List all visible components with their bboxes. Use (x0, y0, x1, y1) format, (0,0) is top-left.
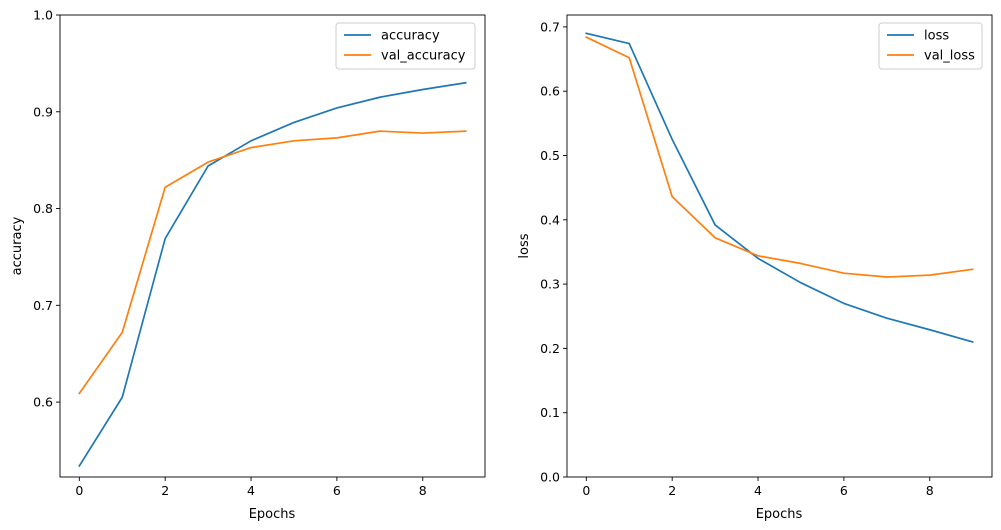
loss-chart-series-line-val_loss (585, 36, 974, 278)
accuracy-chart: Epochs accuracy 0 2 4 6 8 0.6 0.7 0.8 0.9 1.0 accu… (10, 8, 486, 522)
accuracy-chart-xtick-label: 4 (247, 483, 255, 498)
accuracy-chart-series-line-val_accuracy (78, 130, 467, 395)
loss-chart-xtick-label: 8 (926, 483, 934, 498)
accuracy-chart-ytick-label: 0.7 (33, 298, 53, 313)
accuracy-chart-series-line-accuracy (78, 81, 467, 468)
loss-chart-xtick-label: 6 (840, 483, 848, 498)
loss-chart-ytick-label: 0.6 (540, 84, 560, 99)
accuracy-chart-legend: accuracy val_accuracy (335, 22, 476, 70)
accuracy-chart-xtick-label: 8 (419, 483, 427, 498)
loss-chart: Epochs loss 0 2 4 6 8 0.0 0.1 0.2 0.3 0.4 0.5 0.6 0.… (517, 14, 993, 522)
loss-chart-xtick-label: 2 (668, 483, 676, 498)
loss-chart-ytick-label: 0.7 (540, 19, 560, 34)
accuracy-chart-ytick-label: 1.0 (33, 8, 53, 23)
loss-chart-ytick-label: 0.2 (540, 341, 560, 356)
loss-chart-ytick-label: 0.0 (540, 470, 560, 485)
loss-chart-legend: loss val_loss (878, 22, 983, 70)
loss-chart-xtick-label: 0 (582, 483, 590, 498)
accuracy-chart-ylabel: accuracy (10, 216, 25, 275)
accuracy-chart-xtick-label: 2 (161, 483, 169, 498)
loss-chart-xtick-label: 4 (754, 483, 762, 498)
loss-chart-ytick-label: 0.4 (540, 212, 560, 227)
accuracy-chart-legend-label-accuracy: accuracy (381, 29, 440, 44)
loss-chart-legend-label-val_loss: val_loss (924, 49, 975, 64)
loss-chart-axes-frame (566, 14, 993, 478)
accuracy-chart-xtick-label: 6 (333, 483, 341, 498)
accuracy-chart-ytick-label: 0.6 (33, 395, 53, 410)
loss-chart-series-line-loss (585, 32, 974, 344)
loss-chart-ytick-label: 0.3 (540, 277, 560, 292)
accuracy-chart-ytick-label: 0.9 (33, 104, 53, 119)
accuracy-chart-ytick-label: 0.8 (33, 201, 53, 216)
loss-chart-ytick-label: 0.5 (540, 148, 560, 163)
accuracy-chart-xlabel: Epochs (249, 507, 296, 522)
accuracy-chart-legend-label-val_accuracy: val_accuracy (381, 49, 466, 64)
loss-chart-ylabel: loss (517, 233, 532, 258)
accuracy-chart-xtick-label: 0 (75, 483, 83, 498)
loss-chart-xlabel: Epochs (756, 507, 803, 522)
loss-chart-ytick-label: 0.1 (540, 405, 560, 420)
loss-chart-legend-label-loss: loss (924, 29, 949, 44)
accuracy-chart-axes-frame (59, 14, 486, 478)
